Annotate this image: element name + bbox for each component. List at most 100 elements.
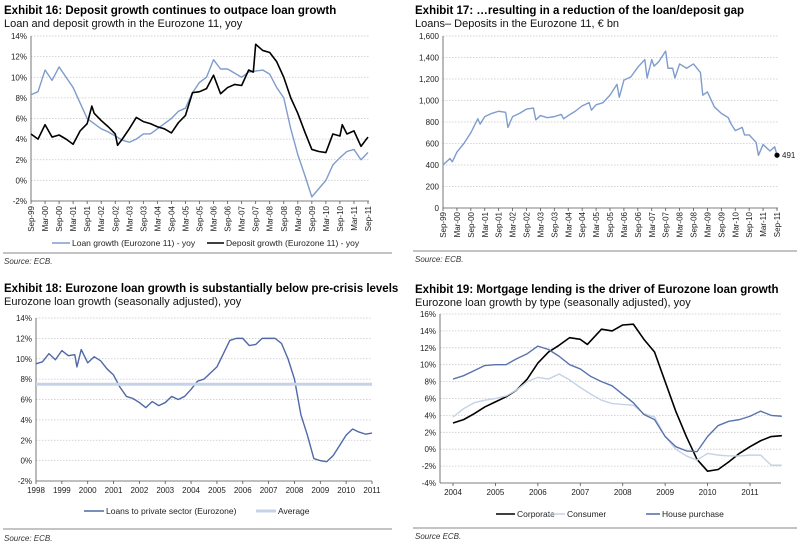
x-tick-label: 1998	[27, 486, 45, 495]
series-line-house-purchase	[452, 345, 782, 453]
x-tick-label: Sep-05	[196, 205, 205, 231]
x-tick-label: Mar-04	[153, 205, 162, 231]
x-tick-label: Mar-08	[676, 211, 685, 237]
x-tick-label: Sep-08	[690, 211, 699, 237]
x-tick-label: Sep-11	[364, 205, 373, 231]
x-tick-label: 2003	[156, 486, 174, 495]
x-tick-label: 2001	[105, 486, 123, 495]
x-tick-label: Sep-10	[745, 211, 754, 237]
y-tick-label: 600	[426, 140, 440, 149]
x-tick-label: 2002	[130, 486, 148, 495]
x-tick-label: 2009	[656, 488, 674, 497]
chart-title: Exhibit 16: Deposit growth continues to …	[4, 5, 336, 17]
chart-subtitle: Eurozone loan growth (seasonally adjuste…	[4, 296, 242, 308]
y-tick-label: 8%	[424, 378, 436, 387]
legend-label: Consumer	[567, 509, 606, 519]
x-tick-label: Mar-01	[481, 211, 490, 237]
chart-subtitle: Loans– Deposits in the Eurozone 11, € bn	[415, 18, 619, 30]
y-tick-label: 16%	[420, 310, 436, 319]
y-tick-label: -2%	[422, 462, 436, 471]
x-tick-label: Sep-07	[252, 205, 261, 231]
x-tick-label: 2004	[444, 488, 462, 497]
x-tick-label: Sep-08	[280, 205, 289, 231]
plot-area: 16% 14% 12% 10% 8% 6% 4% 2% 0% -2% -4% 2004 2005 2006…	[420, 310, 782, 519]
x-tick-label: 2011	[741, 488, 759, 497]
x-tick-label: Mar-00	[453, 211, 462, 237]
source-note: Source: ECB.	[4, 257, 52, 266]
exhibit-19: Exhibit 19: Mortgage lending is the driv…	[413, 284, 797, 541]
source-note: Source: ECB.	[4, 534, 52, 543]
x-tick-label: Mar-09	[294, 205, 303, 231]
y-tick-label: 8%	[20, 375, 32, 384]
source-note: Source: ECB.	[415, 255, 463, 264]
legend-label: Loan growth (Eurozone 11) - yoy	[72, 238, 196, 248]
x-tick-label: Sep-11	[773, 211, 782, 237]
x-tick-label: Sep-99	[27, 205, 36, 231]
x-tick-label: 2005	[208, 486, 226, 495]
series-line-consumer	[452, 373, 782, 466]
chart-title: Exhibit 18: Eurozone loan growth is subs…	[4, 283, 398, 295]
y-tick-label: 4%	[20, 416, 32, 425]
legend-label: Loans to private sector (Eurozone)	[106, 506, 237, 516]
y-tick-label: 4%	[15, 135, 27, 144]
x-tick-label: Mar-08	[266, 205, 275, 231]
x-tick-label: Mar-02	[509, 211, 518, 237]
x-tick-label: 2008	[286, 486, 304, 495]
chart-subtitle: Eurozone loan growth by type (seasonally…	[415, 297, 691, 309]
x-tick-label: Mar-03	[125, 205, 134, 231]
x-tick-label: Sep-03	[139, 205, 148, 231]
y-tick-label: 8%	[15, 94, 27, 103]
x-tick-label: Mar-10	[322, 205, 331, 231]
y-tick-label: 6%	[15, 115, 27, 124]
x-tick-label: 1999	[53, 486, 71, 495]
x-tick-label: Mar-06	[210, 205, 219, 231]
plot-area: 14% 12% 10% 8% 6% 4% 2% 0% -2%1998 1999 2000 2001 20…	[16, 314, 381, 516]
y-tick-label: 4%	[424, 411, 436, 420]
y-tick-label: 2%	[20, 436, 32, 445]
y-tick-label: 200	[426, 183, 440, 192]
x-tick-label: Mar-05	[592, 211, 601, 237]
x-tick-label: Sep-07	[662, 211, 671, 237]
x-tick-label: Sep-06	[224, 205, 233, 231]
x-tick-label: 2007	[260, 486, 278, 495]
x-tick-label: Mar-03	[536, 211, 545, 237]
x-tick-label: 2010	[337, 486, 355, 495]
x-tick-label: Sep-00	[55, 205, 64, 231]
x-tick-label: Sep-04	[167, 205, 176, 231]
plot-area: 14% 12% 10% 8% 6% 4% 2% 0% -2%Sep-99 Mar-00 Sep-00…	[11, 32, 373, 248]
x-tick-label: Sep-02	[523, 211, 532, 237]
x-tick-label: Sep-09	[308, 205, 317, 231]
x-tick-label: Mar-05	[181, 205, 190, 231]
x-tick-label: Sep-01	[83, 205, 92, 231]
y-tick-label: 14%	[11, 32, 27, 41]
legend-label: Deposit growth (Eurozone 11) - yoy	[226, 238, 360, 248]
x-tick-label: 2005	[487, 488, 505, 497]
chart-title: Exhibit 17: …resulting in a reduction of…	[415, 5, 744, 17]
y-tick-label: 10%	[11, 73, 27, 82]
x-tick-label: 2011	[363, 486, 381, 495]
y-tick-label: 14%	[16, 314, 32, 323]
x-tick-label: Mar-11	[759, 211, 768, 236]
x-tick-label: Sep-00	[467, 211, 476, 237]
x-tick-label: 2004	[182, 486, 200, 495]
x-tick-label: Mar-07	[648, 211, 657, 237]
y-tick-label: -2%	[18, 477, 32, 486]
x-tick-label: Sep-05	[606, 211, 615, 237]
y-tick-label: 14%	[420, 327, 436, 336]
y-tick-label: -4%	[422, 479, 436, 488]
y-tick-label: 6%	[424, 395, 436, 404]
y-tick-label: 2%	[424, 428, 436, 437]
x-tick-label: Sep-02	[111, 205, 120, 231]
end-point-marker	[774, 152, 780, 158]
y-tick-label: 10%	[16, 355, 32, 364]
exhibit-17: Exhibit 17: …resulting in a reduction of…	[413, 5, 797, 264]
y-tick-label: 12%	[11, 53, 27, 62]
y-tick-label: 0%	[15, 176, 27, 185]
chart-subtitle: Loan and deposit growth in the Eurozone …	[4, 18, 243, 30]
x-tick-label: 2006	[234, 486, 252, 495]
y-tick-label: 2%	[15, 156, 27, 165]
legend-label: Average	[278, 506, 310, 516]
x-tick-label: Mar-00	[41, 205, 50, 231]
x-tick-label: 2010	[699, 488, 717, 497]
